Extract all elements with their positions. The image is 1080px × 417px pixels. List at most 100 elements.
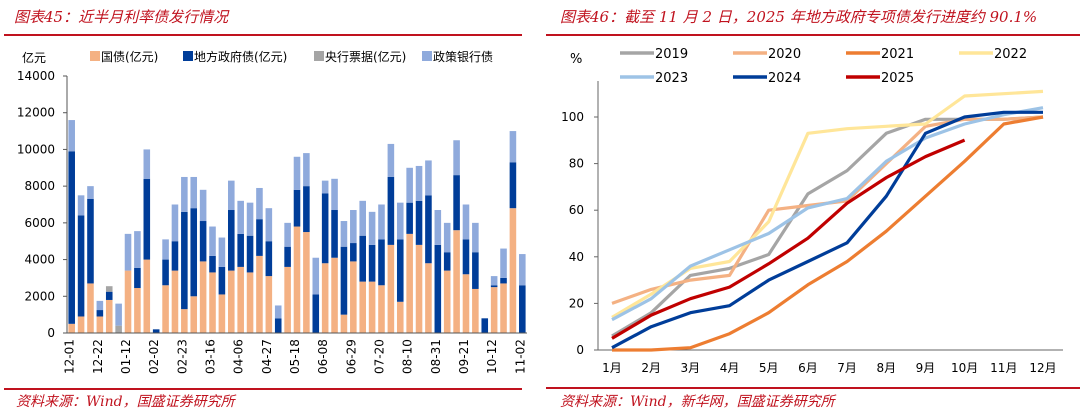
bar-segment bbox=[350, 261, 357, 333]
bar-chart: 亿元 国债(亿元) 地方政府债(亿元) 央行票据(亿元) 政策银行债 0 2000 4000 6… bbox=[17, 49, 527, 374]
bar-segment bbox=[321, 263, 329, 333]
bar-segment bbox=[293, 156, 301, 190]
bar-segment bbox=[115, 325, 122, 333]
bar-segment bbox=[303, 186, 310, 233]
left-chart-panel: 图表45：近半月利率债发行情况 亿元 国债(亿元) 地方政府债(亿元) 央行票据(亿元… bbox=[4, 8, 527, 410]
bar-segment bbox=[274, 318, 282, 333]
x-tick-label: 02-02 bbox=[147, 339, 161, 374]
x-tick-label: 12月 bbox=[1029, 361, 1056, 375]
bar-segment bbox=[162, 239, 169, 260]
series-line-2025 bbox=[611, 138, 966, 340]
x-tick-label: 04-06 bbox=[232, 339, 246, 374]
y-tick-label: 60 bbox=[569, 203, 584, 217]
bar-segment bbox=[368, 281, 376, 333]
y-tick-label: 10000 bbox=[17, 142, 55, 156]
left-title-divider bbox=[4, 34, 522, 36]
bar-segment bbox=[218, 266, 226, 295]
right-chart-source: 资料来源：Wind，新华网，国盛证券研究所 bbox=[560, 394, 835, 410]
bar-segment bbox=[340, 221, 348, 247]
legend-swatch bbox=[314, 51, 324, 61]
right-chart-panel: 图表46：截至 11 月 2 日，2025 年地方政府专项债发行进度约 90.1… bbox=[540, 0, 1080, 417]
bar-segment bbox=[415, 200, 423, 245]
bar-segment bbox=[265, 276, 273, 333]
legend-label: 政策银行债 bbox=[433, 50, 493, 64]
bar-segment bbox=[443, 222, 451, 253]
y-axis-label: 亿元 bbox=[22, 50, 46, 65]
bar-segment bbox=[490, 287, 498, 333]
y-tick-label: 6000 bbox=[24, 216, 55, 230]
bar-segment bbox=[321, 193, 329, 264]
bar-segment bbox=[500, 248, 507, 278]
x-tick-label: 4月 bbox=[720, 361, 740, 375]
bar-segment bbox=[96, 300, 104, 311]
x-tick-label: 03-16 bbox=[204, 339, 218, 374]
bar-segment bbox=[500, 277, 507, 284]
bar-segment bbox=[181, 211, 188, 310]
bar-segment bbox=[434, 210, 442, 245]
bar-segment bbox=[143, 178, 151, 260]
bar-segment bbox=[171, 204, 179, 242]
bar-segment bbox=[96, 310, 104, 317]
bar-segment bbox=[77, 195, 85, 216]
bar-segment bbox=[406, 233, 413, 333]
series-line-2021 bbox=[612, 115, 1044, 352]
legend-label: 国债(亿元) bbox=[101, 49, 158, 64]
bar-segment bbox=[387, 244, 395, 333]
bar-segment bbox=[105, 291, 113, 300]
x-tick-label: 02-23 bbox=[175, 339, 189, 374]
bar-segment bbox=[490, 285, 498, 288]
bar-segment bbox=[481, 318, 489, 333]
bar-segment bbox=[415, 244, 423, 333]
bar-segment bbox=[124, 270, 132, 333]
bar-segment bbox=[256, 255, 263, 333]
bar-segment bbox=[77, 316, 85, 333]
y-tick-label: 14000 bbox=[17, 69, 55, 83]
y-tick-label: 100 bbox=[561, 110, 584, 124]
bar-segment bbox=[490, 276, 498, 286]
bar-segment bbox=[284, 246, 291, 267]
y-tick-label: 40 bbox=[569, 250, 584, 264]
series-line-2024 bbox=[611, 110, 1043, 350]
bar-segment bbox=[425, 160, 432, 196]
legend-swatch bbox=[422, 51, 432, 61]
x-tick-label: 6月 bbox=[798, 361, 818, 375]
x-tick-label: 04-27 bbox=[260, 339, 274, 374]
bar-segment bbox=[406, 167, 413, 203]
bar-segment bbox=[331, 257, 338, 333]
x-tick-label: 10-12 bbox=[485, 339, 499, 374]
bar-segment bbox=[443, 270, 451, 333]
x-tick-label: 5月 bbox=[759, 361, 779, 375]
bar-segment bbox=[228, 270, 235, 333]
bar-segment bbox=[462, 239, 470, 275]
bar-segment bbox=[519, 254, 526, 286]
x-tick-label: 06-08 bbox=[316, 339, 330, 374]
bar-segment bbox=[331, 178, 338, 211]
bar-segment bbox=[387, 143, 395, 177]
x-tick-label: 3月 bbox=[681, 361, 701, 375]
bar-segment bbox=[134, 231, 141, 268]
bar-segment bbox=[199, 221, 207, 262]
bar-segment bbox=[331, 210, 338, 258]
y-tick-label: 0 bbox=[47, 326, 55, 340]
bar-segment bbox=[312, 257, 320, 295]
bar-segment bbox=[237, 233, 244, 267]
bar-segment bbox=[425, 263, 432, 333]
bar-segment bbox=[293, 189, 301, 227]
bar-segment bbox=[152, 329, 160, 333]
bar-segment bbox=[134, 267, 141, 289]
x-tick-label: 09-21 bbox=[457, 339, 471, 374]
bar-segment bbox=[96, 316, 104, 333]
right-title-divider bbox=[546, 34, 1080, 36]
bar-segment bbox=[190, 208, 198, 297]
bar-segment bbox=[256, 219, 263, 256]
x-tick-label: 11-02 bbox=[513, 339, 527, 374]
x-tick-label: 01-12 bbox=[119, 339, 133, 374]
bar-segment bbox=[509, 208, 517, 333]
legend-swatch bbox=[183, 51, 193, 61]
y-tick-label: 0 bbox=[576, 343, 584, 357]
legend-label: 央行票据(亿元) bbox=[325, 49, 406, 64]
bar-segment bbox=[87, 198, 94, 284]
bar-segment bbox=[143, 149, 151, 179]
bar-segment bbox=[472, 288, 479, 333]
bar-segment bbox=[209, 272, 216, 333]
